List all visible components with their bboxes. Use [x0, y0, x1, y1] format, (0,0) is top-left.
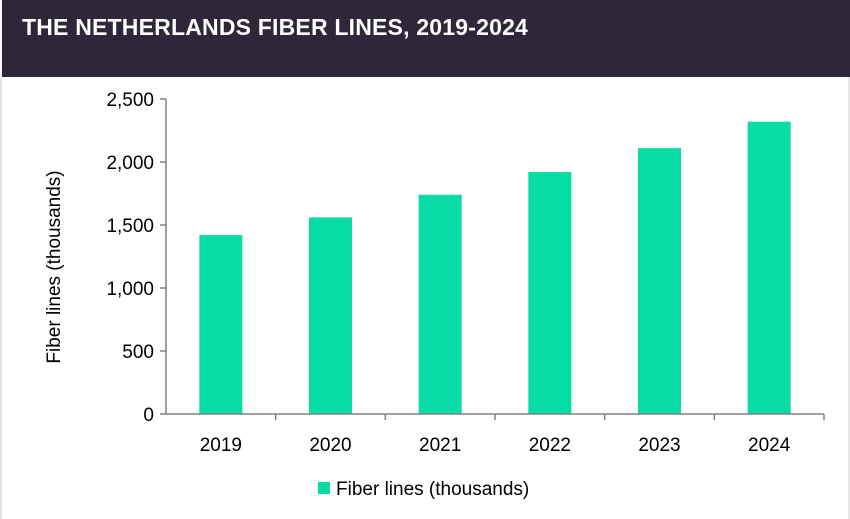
x-axis-ticks: 2019 2020 2021 2022 2023 2024 — [200, 414, 825, 456]
y-tick-label: 0 — [143, 405, 154, 426]
legend: Fiber lines (thousands) — [318, 479, 529, 500]
x-tick-label: 2024 — [748, 435, 791, 456]
bar-2021 — [418, 194, 462, 414]
y-axis-title: Fiber lines (thousands) — [44, 170, 65, 363]
y-axis-ticks: 0 500 1,000 1,500 2,000 2,500 — [106, 90, 166, 426]
x-tick-label: 2022 — [529, 435, 571, 456]
bar-series — [199, 121, 791, 415]
x-tick-label: 2019 — [200, 435, 242, 456]
y-tick-label: 2,500 — [106, 90, 154, 111]
legend-swatch — [318, 482, 330, 494]
legend-label: Fiber lines (thousands) — [336, 479, 529, 500]
header-bar: THE NETHERLANDS FIBER LINES, 2019-2024 — [2, 0, 850, 77]
bar-2019 — [199, 235, 243, 414]
y-tick-label: 1,000 — [106, 279, 154, 300]
bar-2020 — [309, 217, 352, 414]
y-tick-label: 2,000 — [106, 153, 154, 174]
chart-title: THE NETHERLANDS FIBER LINES, 2019-2024 — [22, 14, 529, 40]
bar-2024 — [747, 121, 791, 415]
bar-2022 — [528, 172, 572, 414]
x-tick-label: 2023 — [638, 435, 680, 456]
frame-border-left — [0, 77, 2, 519]
y-tick-label: 1,500 — [106, 216, 154, 237]
frame-border-right — [848, 77, 850, 519]
y-tick-label: 500 — [122, 342, 154, 363]
x-tick-label: 2020 — [309, 435, 351, 456]
bar-2023 — [638, 148, 681, 414]
x-tick-label: 2021 — [419, 435, 461, 456]
